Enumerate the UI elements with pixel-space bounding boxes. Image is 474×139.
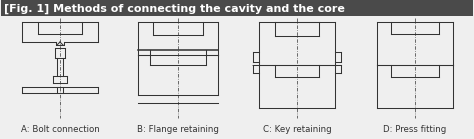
Text: [Fig. 1] Methods of connecting the cavity and the core: [Fig. 1] Methods of connecting the cavit… <box>4 4 345 14</box>
Bar <box>1 0 473 16</box>
Text: C: Key retaining: C: Key retaining <box>263 126 331 135</box>
Text: D: Press fitting: D: Press fitting <box>383 126 447 135</box>
Text: B: Flange retaining: B: Flange retaining <box>137 126 219 135</box>
Text: A: Bolt connection: A: Bolt connection <box>21 126 100 135</box>
